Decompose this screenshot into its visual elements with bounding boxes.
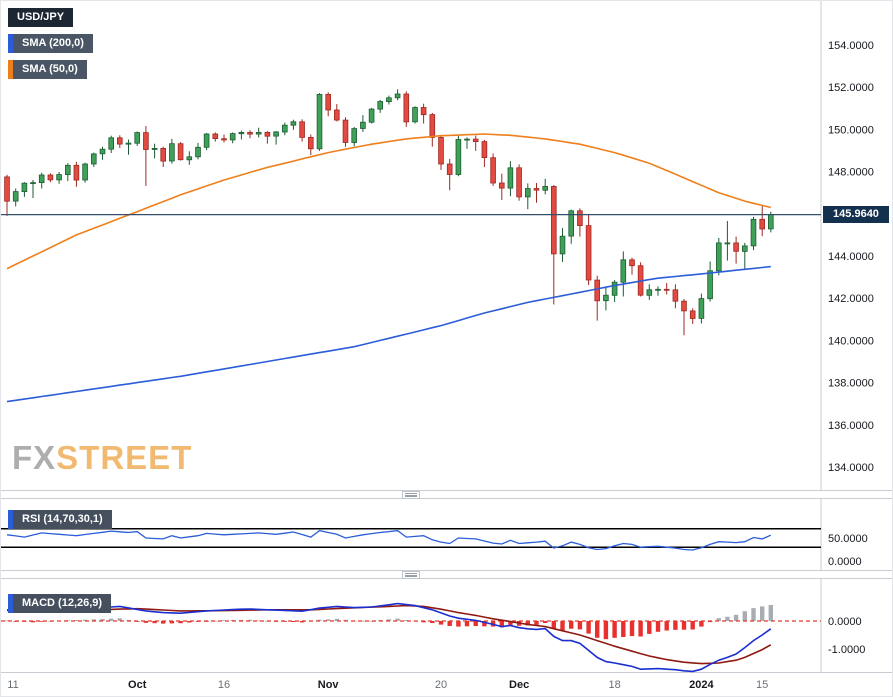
svg-text:136.0000: 136.0000 (828, 420, 874, 432)
fxstreet-logo: FXSTREET (12, 439, 192, 477)
price-axis-labels: 154.0000152.0000150.0000148.0000146.0000… (828, 40, 874, 474)
svg-text:140.0000: 140.0000 (828, 335, 874, 347)
svg-text:-1.0000: -1.0000 (828, 644, 865, 656)
x-axis-label: 16 (217, 679, 231, 691)
svg-text:0.0000: 0.0000 (828, 616, 862, 628)
rsi-line (6, 529, 772, 551)
x-axis-label: 18 (608, 679, 621, 691)
x-axis-label: Oct (128, 679, 147, 691)
rsi-axis-labels: 50.0000 0.0000 (828, 533, 868, 568)
x-axis-label: Nov (317, 679, 339, 691)
x-axis-label: Dec (509, 679, 530, 691)
svg-text:150.0000: 150.0000 (828, 124, 874, 136)
rsi-chart-canvas[interactable]: 50.0000 0.0000 (1, 499, 893, 571)
candles (4, 89, 774, 336)
svg-text:144.0000: 144.0000 (828, 251, 874, 263)
x-axis-label: 15 (756, 679, 769, 691)
rsi-panel: 50.0000 0.0000 (1, 499, 893, 571)
logo-street: STREET (56, 439, 193, 476)
svg-text:50.0000: 50.0000 (828, 533, 868, 545)
price-panel: 154.0000152.0000150.0000148.0000146.0000… (1, 1, 893, 491)
price-chart-canvas[interactable]: 154.0000152.0000150.0000148.0000146.0000… (1, 1, 893, 491)
macd-legend-badge[interactable]: MACD (12,26,9) (8, 594, 112, 613)
macd-signal-line (6, 604, 772, 665)
x-axis-label: 2024 (689, 679, 714, 691)
sma200-legend-badge[interactable]: SMA (200,0) (8, 34, 93, 53)
svg-text:134.0000: 134.0000 (828, 462, 874, 474)
panel-resize-handle[interactable] (402, 491, 420, 499)
macd-main-line (6, 602, 772, 673)
panel-divider (1, 491, 892, 499)
x-axis-label: 20 (434, 679, 448, 691)
sma50-legend-badge[interactable]: SMA (50,0) (8, 60, 87, 79)
macd-axis-labels: 0.0000 -1.0000 (828, 616, 865, 656)
svg-text:138.0000: 138.0000 (828, 378, 874, 390)
macd-panel: 0.0000 -1.0000 (1, 579, 893, 673)
time-axis: 11 Oct 16 Nov 20 Dec 18 2024 15 (1, 673, 892, 696)
last-price-tag: 145.9640 (823, 206, 889, 223)
sma50-line (6, 133, 771, 270)
logo-fx: FX (12, 439, 57, 476)
svg-text:0.0000: 0.0000 (828, 556, 862, 568)
panel-resize-handle[interactable] (402, 571, 420, 579)
macd-chart-canvas[interactable]: 0.0000 -1.0000 (1, 579, 893, 673)
macd-histogram (4, 605, 773, 640)
x-axis-label: 11 (7, 679, 19, 691)
sma200-line (6, 265, 771, 403)
svg-text:152.0000: 152.0000 (828, 82, 874, 94)
panel-divider (1, 571, 892, 579)
rsi-legend-badge[interactable]: RSI (14,70,30,1) (8, 510, 112, 529)
symbol-badge[interactable]: USD/JPY (8, 8, 74, 27)
svg-text:142.0000: 142.0000 (828, 293, 874, 305)
svg-text:154.0000: 154.0000 (828, 40, 874, 52)
svg-text:148.0000: 148.0000 (828, 167, 874, 179)
